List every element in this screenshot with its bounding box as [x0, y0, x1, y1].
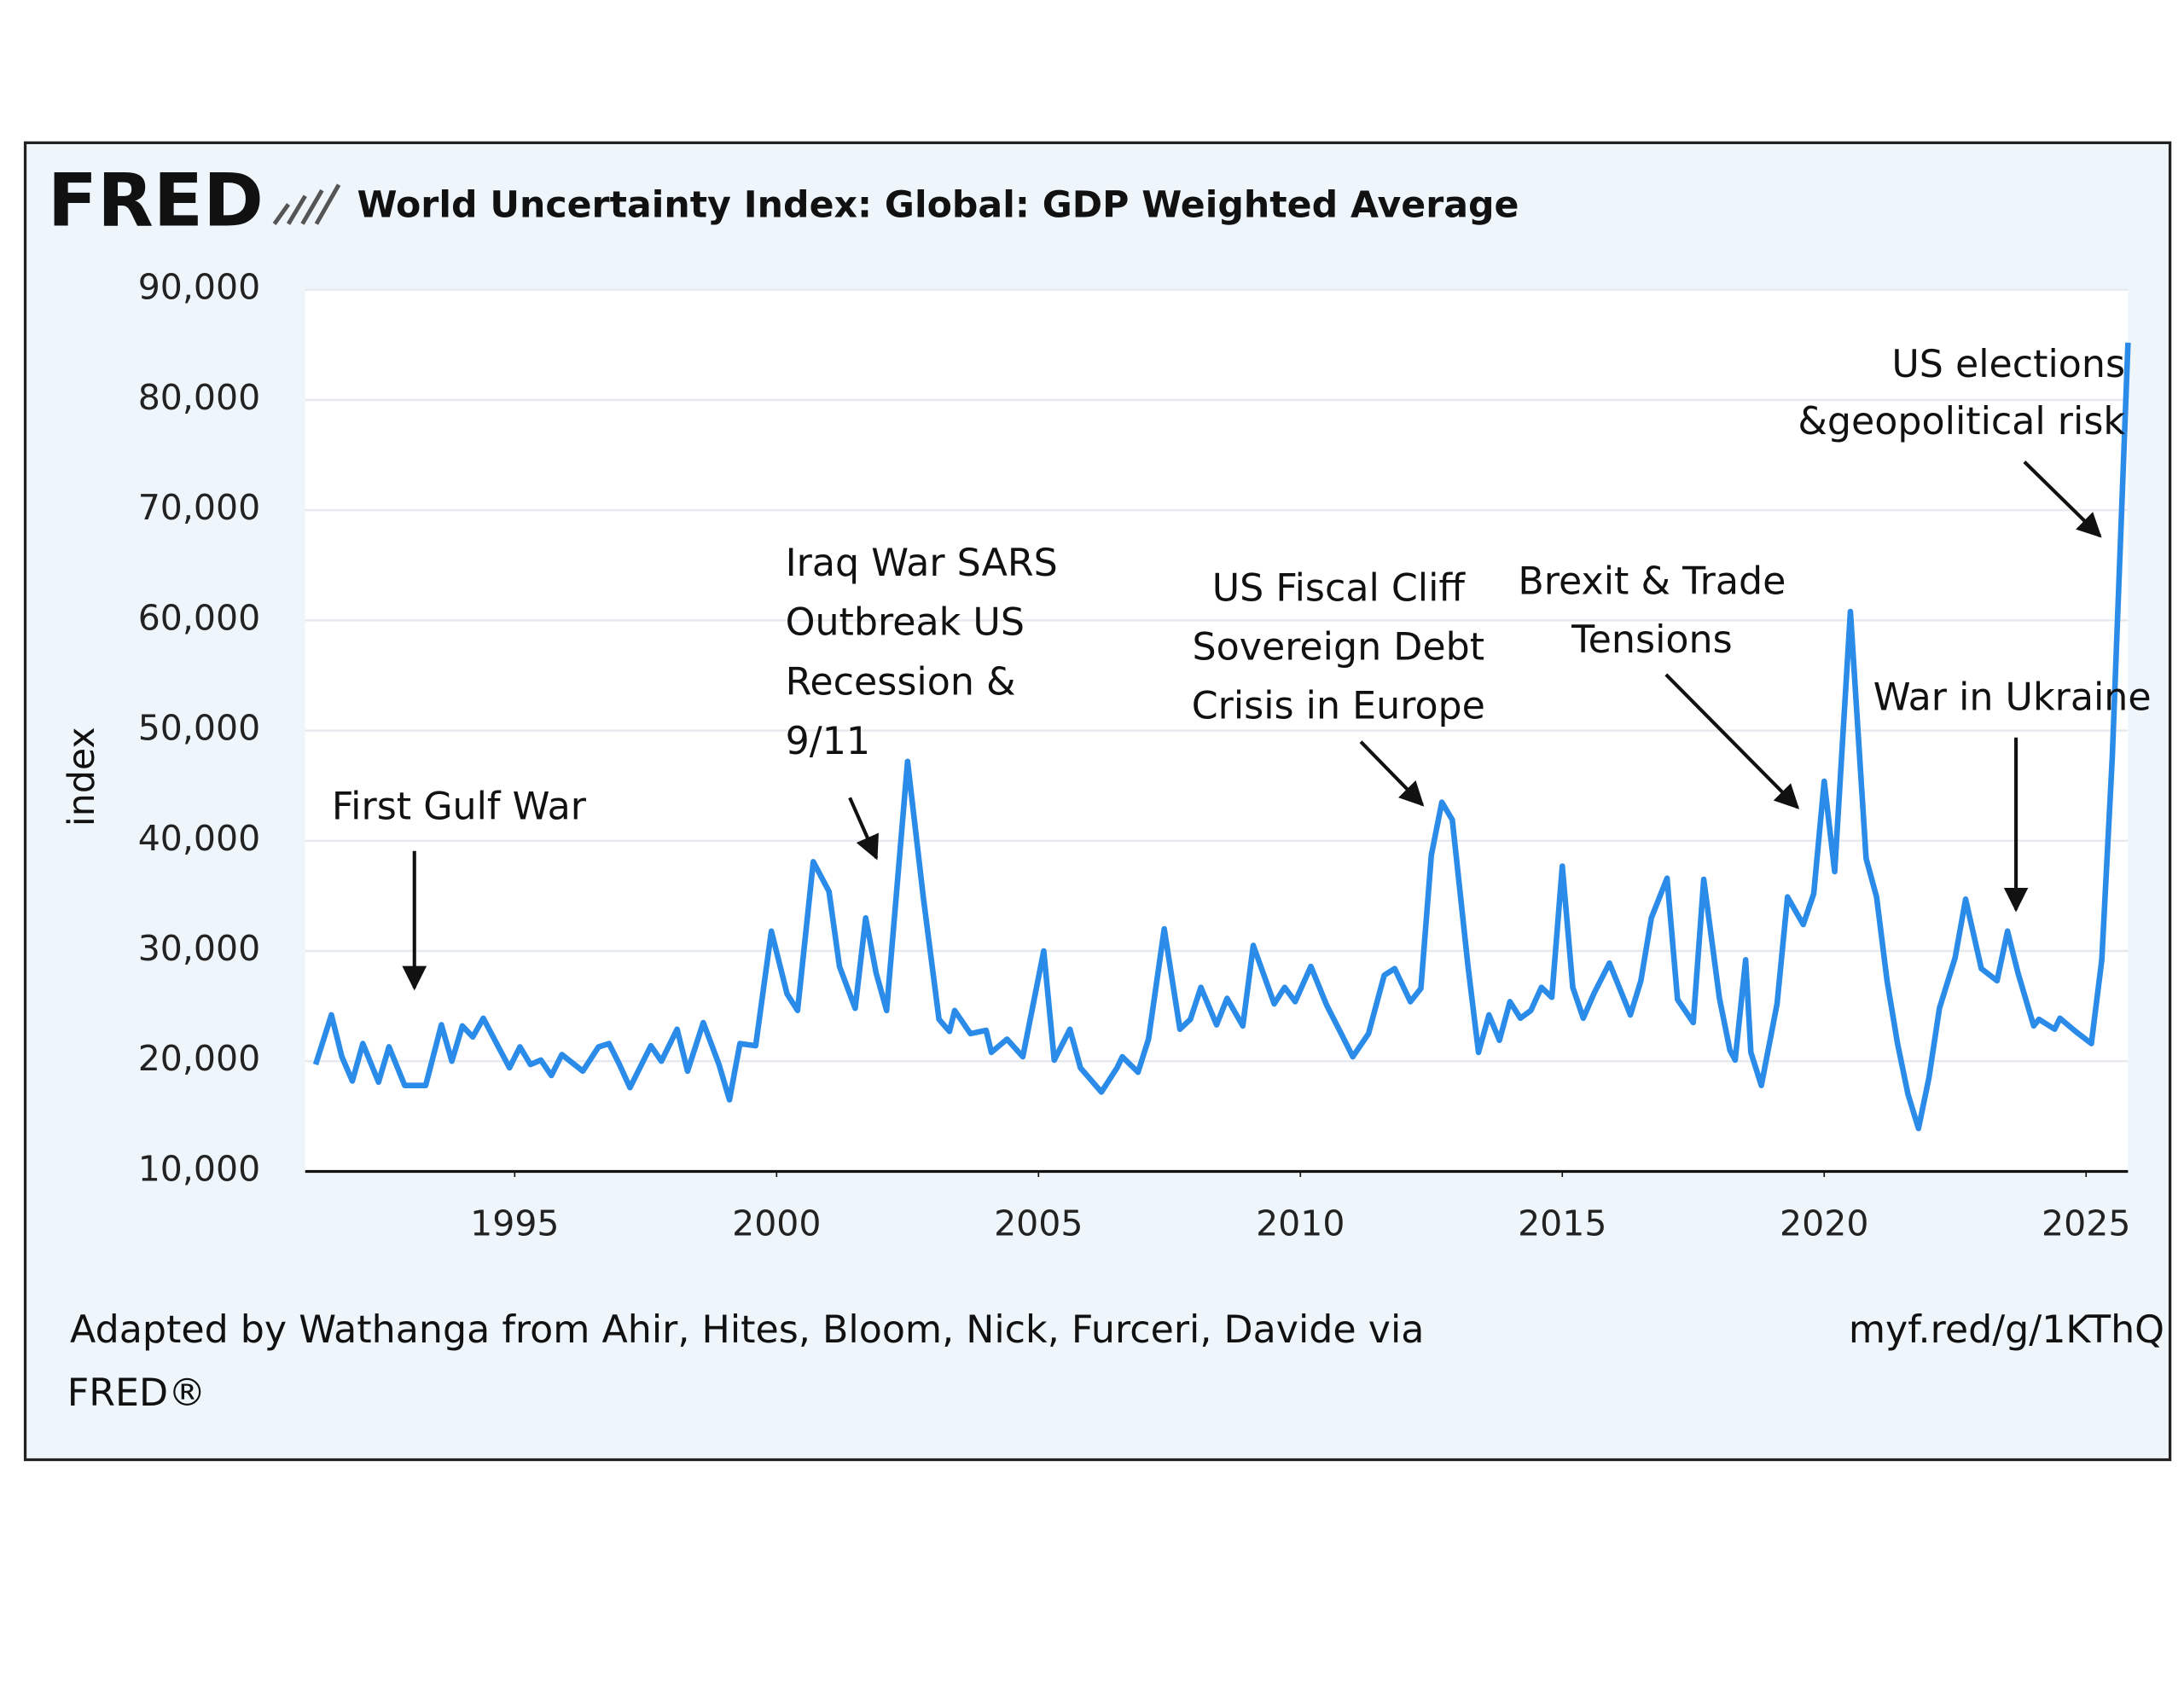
y-tick-label: 40,000: [138, 818, 261, 859]
arrow: [1359, 740, 1425, 807]
annotation: Iraq War SARS: [786, 542, 1058, 585]
data-line: [312, 342, 2131, 1132]
y-tick-label: 70,000: [138, 487, 261, 528]
x-tick-label: 2020: [1780, 1203, 1868, 1244]
x-tick-label: 2000: [732, 1203, 821, 1244]
annotation: 9/11: [786, 720, 870, 763]
y-axis-label: index: [61, 727, 103, 826]
annotation: Recession &: [786, 660, 1016, 704]
annotation: War in Ukraine: [1873, 675, 2152, 719]
x-tick-label: 2015: [1518, 1203, 1606, 1244]
y-tick-label: 90,000: [138, 267, 261, 308]
y-tick-label: 10,000: [138, 1148, 261, 1189]
annotation-arrows: [402, 461, 2102, 991]
annotation: US elections: [1891, 343, 2125, 386]
y-tick-label: 30,000: [138, 928, 261, 969]
logo: FRED: [48, 159, 264, 244]
annotation: Sovereign Debt: [1193, 625, 1485, 669]
annotation: Tensions: [1571, 618, 1733, 662]
y-tick-label: 80,000: [138, 377, 261, 418]
y-tick-label: 50,000: [138, 708, 261, 749]
source-2: FRED®: [67, 1371, 206, 1415]
link: myf.red/g/1KThQ: [1849, 1308, 2164, 1352]
annotation: Crisis in Europe: [1192, 684, 1485, 728]
x-tick-label: 2010: [1256, 1203, 1345, 1244]
x-tick-label: 1995: [470, 1203, 559, 1244]
y-tick-label: 60,000: [138, 597, 261, 638]
annotation: First Gulf War: [332, 785, 587, 828]
x-tick-label: 2005: [994, 1203, 1083, 1244]
arrow: [848, 797, 879, 861]
annotation: US Fiscal Cliff: [1212, 566, 1467, 610]
logo-marks: [272, 183, 341, 225]
chart-title: World Uncertainty Index: Global: GDP Wei…: [357, 183, 1519, 226]
annotation: Outbreak US: [786, 601, 1025, 645]
y-tick-label: 20,000: [138, 1038, 261, 1079]
source: Adapted by Wathanga from Ahir, Hites, Bl…: [70, 1308, 1424, 1352]
x-tick-label: 2025: [2042, 1203, 2130, 1244]
arrow: [2023, 461, 2102, 538]
plot: 10,000 20,000 30,000 40,000 50,000 60,000 70,0…: [138, 267, 2131, 1244]
annotation: &geopolitical risk: [1798, 400, 2125, 443]
arrow: [1664, 673, 1800, 809]
annotation: Brexit & Trade: [1518, 559, 1786, 603]
